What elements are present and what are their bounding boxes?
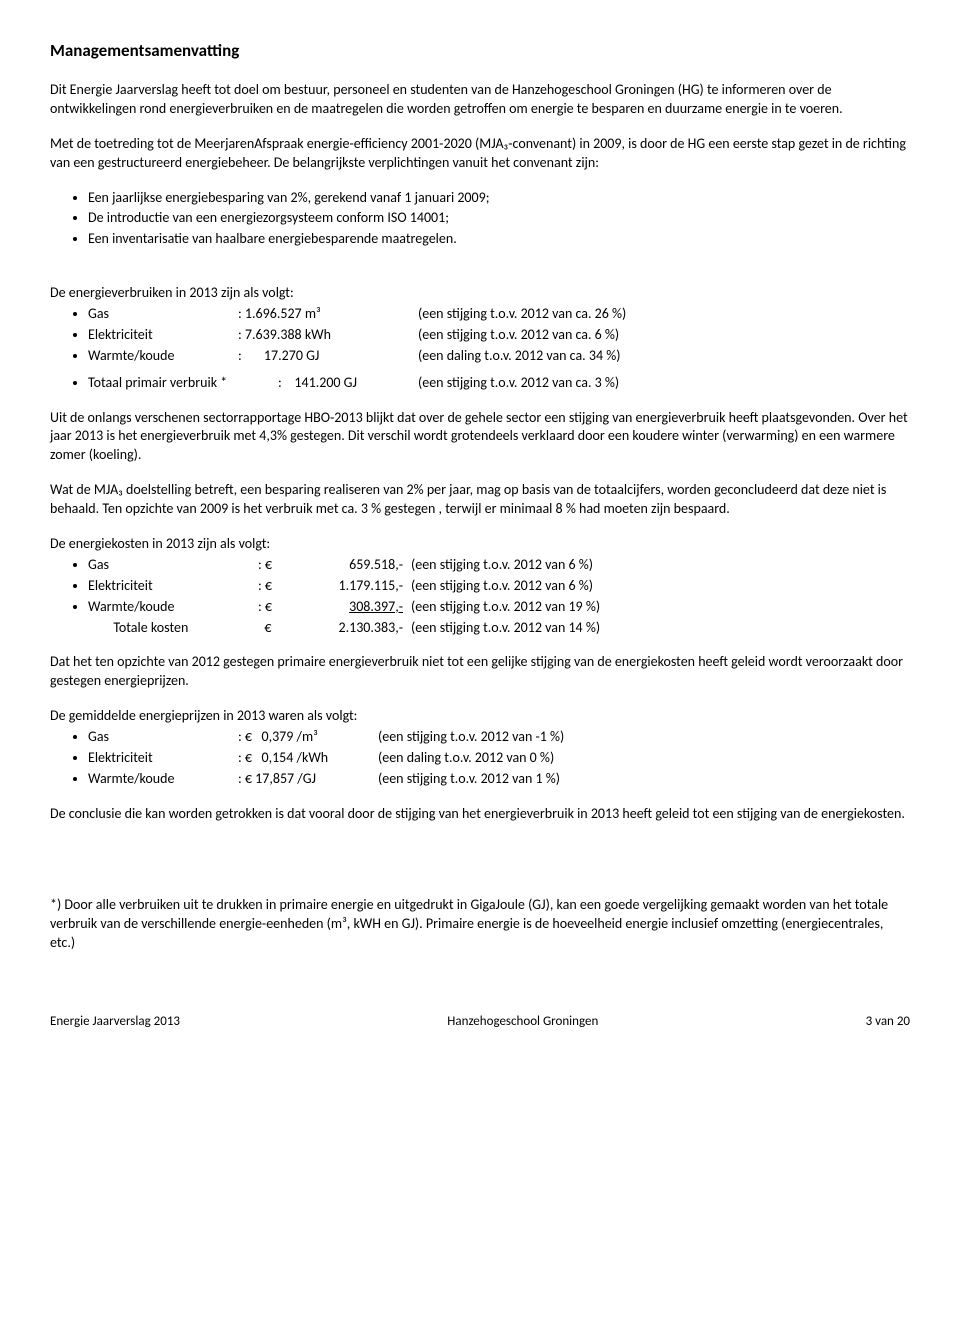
list-item: Gas : € 0,379 /m³ (een stijging t.o.v. 2… xyxy=(88,728,910,747)
list-item: Elektriciteit : 7.639.388 kWh (een stijg… xyxy=(88,326,910,345)
footer-right: 3 van 20 xyxy=(866,1013,910,1031)
conclusion-paragraph: De conclusie die kan worden getrokken is… xyxy=(50,805,910,824)
cost-note: (een stijging t.o.v. 2012 van 6 %) xyxy=(411,556,593,575)
price-name: Gas xyxy=(88,728,238,747)
cost-sep: : € xyxy=(258,577,298,596)
page-title: Managementsamenvatting xyxy=(50,40,910,63)
cost-name: Gas xyxy=(88,556,258,575)
footer-center: Hanzehogeschool Groningen xyxy=(447,1013,598,1031)
list-item: Totale kosten € 2.130.383,- (een stijgin… xyxy=(88,619,910,638)
cost-sep: : € xyxy=(258,556,298,575)
list-item: Een inventarisatie van haalbare energieb… xyxy=(88,230,910,249)
cost-name: Totale kosten xyxy=(88,619,258,638)
page-footer: Energie Jaarverslag 2013 Hanzehogeschool… xyxy=(50,1013,910,1031)
list-item: Een jaarlijkse energiebesparing van 2%, … xyxy=(88,189,910,208)
list-item: Warmte/koude : € 17,857 /GJ (een stijgin… xyxy=(88,770,910,789)
list-item: Warmte/koude : 17.270 GJ (een daling t.o… xyxy=(88,347,910,366)
usage-note: (een stijging t.o.v. 2012 van ca. 26 %) xyxy=(418,305,626,324)
usage-list: Gas : 1.696.527 m³ (een stijging t.o.v. … xyxy=(50,305,910,366)
usage-note: (een daling t.o.v. 2012 van ca. 34 %) xyxy=(418,347,621,366)
cost-value: 1.179.115,- xyxy=(298,577,411,596)
price-value: : € 0,154 /kWh xyxy=(238,749,378,768)
mja-paragraph: Wat de MJA₃ doelstelling betreft, een be… xyxy=(50,481,910,519)
cost-note: (een stijging t.o.v. 2012 van 14 %) xyxy=(411,619,600,638)
usage-value: : 17.270 GJ xyxy=(238,347,418,366)
price-note: (een stijging t.o.v. 2012 van 1 %) xyxy=(378,770,560,789)
price-name: Elektriciteit xyxy=(88,749,238,768)
list-item: Gas : € 659.518,- (een stijging t.o.v. 2… xyxy=(88,556,910,575)
price-note: (een daling t.o.v. 2012 van 0 %) xyxy=(378,749,554,768)
price-value: : € 17,857 /GJ xyxy=(238,770,378,789)
cost-header: De energiekosten in 2013 zijn als volgt: xyxy=(50,535,910,554)
footer-left: Energie Jaarverslag 2013 xyxy=(50,1013,180,1031)
usage-total-note: (een stijging t.o.v. 2012 van ca. 3 %) xyxy=(418,374,619,393)
cost-paragraph: Dat het ten opzichte van 2012 gestegen p… xyxy=(50,653,910,691)
cost-note: (een stijging t.o.v. 2012 van 6 %) xyxy=(411,577,593,596)
cost-value: 308.397,- xyxy=(298,598,411,617)
usage-value: : 7.639.388 kWh xyxy=(238,326,418,345)
list-item: Elektriciteit : € 0,154 /kWh (een daling… xyxy=(88,749,910,768)
prices-header: De gemiddelde energieprijzen in 2013 war… xyxy=(50,707,910,726)
list-item: Warmte/koude : € 308.397,- (een stijging… xyxy=(88,598,910,617)
cost-sep: : € xyxy=(258,598,298,617)
usage-total-value: : 141.200 GJ xyxy=(278,374,418,393)
cost-value: 2.130.383,- xyxy=(298,619,411,638)
usage-header: De energieverbruiken in 2013 zijn als vo… xyxy=(50,284,910,303)
usage-name: Elektriciteit xyxy=(88,326,238,345)
list-item: Totaal primair verbruik * : 141.200 GJ (… xyxy=(88,374,910,393)
intro-paragraph-2: Met de toetreding tot de MeerjarenAfspra… xyxy=(50,135,910,173)
obligations-list: Een jaarlijkse energiebesparing van 2%, … xyxy=(50,189,910,250)
footnote-paragraph: *) Door alle verbruiken uit te drukken i… xyxy=(50,896,910,953)
cost-note: (een stijging t.o.v. 2012 van 19 %) xyxy=(411,598,600,617)
usage-total-list: Totaal primair verbruik * : 141.200 GJ (… xyxy=(50,374,910,393)
usage-note: (een stijging t.o.v. 2012 van ca. 6 %) xyxy=(418,326,619,345)
sector-paragraph: Uit de onlangs verschenen sectorrapporta… xyxy=(50,409,910,466)
price-value: : € 0,379 /m³ xyxy=(238,728,378,747)
price-note: (een stijging t.o.v. 2012 van -1 %) xyxy=(378,728,564,747)
cost-value: 659.518,- xyxy=(298,556,411,575)
usage-name: Warmte/koude xyxy=(88,347,238,366)
list-item: Gas : 1.696.527 m³ (een stijging t.o.v. … xyxy=(88,305,910,324)
list-item: De introductie van een energiezorgsystee… xyxy=(88,209,910,228)
intro-paragraph-1: Dit Energie Jaarverslag heeft tot doel o… xyxy=(50,81,910,119)
usage-value: : 1.696.527 m³ xyxy=(238,305,418,324)
usage-total-name: Totaal primair verbruik * xyxy=(88,374,278,393)
cost-sep: € xyxy=(258,619,298,638)
cost-name: Warmte/koude xyxy=(88,598,258,617)
usage-name: Gas xyxy=(88,305,238,324)
cost-name: Elektriciteit xyxy=(88,577,258,596)
price-name: Warmte/koude xyxy=(88,770,238,789)
prices-list: Gas : € 0,379 /m³ (een stijging t.o.v. 2… xyxy=(50,728,910,789)
list-item: Elektriciteit : € 1.179.115,- (een stijg… xyxy=(88,577,910,596)
cost-list: Gas : € 659.518,- (een stijging t.o.v. 2… xyxy=(50,556,910,638)
